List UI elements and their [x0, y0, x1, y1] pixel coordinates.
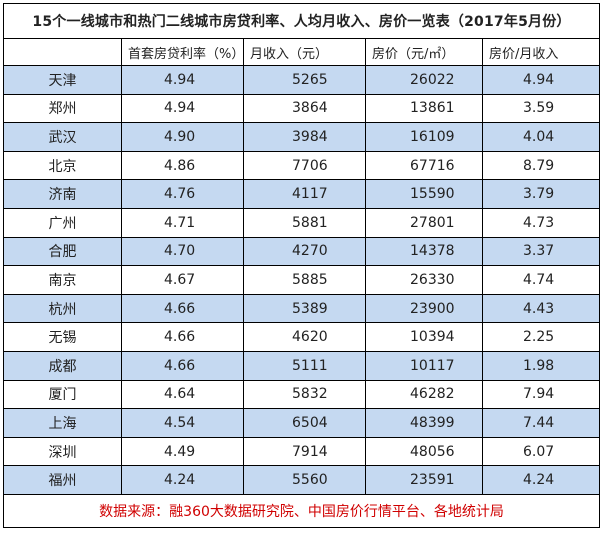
rate-cell: 4.67 [121, 265, 244, 295]
income-cell: 7914 [243, 436, 366, 467]
ratio-cell: 3.59 [481, 93, 601, 124]
price-cell: 10117 [365, 350, 483, 381]
city-cell: 无锡 [3, 322, 122, 352]
city-cell: 成都 [3, 350, 122, 381]
income-cell: 4270 [243, 236, 366, 267]
table-row: 上海 4.54 6504 48399 7.44 [3, 408, 601, 438]
income-cell: 7706 [243, 150, 366, 181]
city-cell: 南京 [3, 265, 122, 295]
ratio-cell: 4.04 [481, 122, 601, 152]
rate-cell: 4.66 [121, 350, 244, 381]
city-cell: 天津 [3, 65, 122, 95]
city-cell: 济南 [3, 179, 122, 209]
city-cell: 武汉 [3, 122, 122, 152]
ratio-cell: 2.25 [481, 322, 601, 352]
ratio-cell: 3.37 [481, 236, 601, 267]
ratio-cell: 4.43 [481, 293, 601, 324]
rate-cell: 4.64 [121, 379, 244, 410]
table-row: 济南 4.76 4117 15590 3.79 [3, 179, 601, 209]
income-cell: 5881 [243, 207, 366, 238]
income-cell: 5111 [243, 350, 366, 381]
city-cell: 上海 [3, 408, 122, 438]
rate-cell: 4.71 [121, 207, 244, 238]
price-cell: 48056 [365, 436, 483, 467]
table-title: 15个一线城市和热门二线城市房贷利率、人均月收入、房价一览表（2017年5月份） [2, 3, 601, 39]
price-cell: 23591 [365, 465, 483, 495]
rate-cell: 4.94 [121, 65, 244, 95]
header-monthly-income: 月收入（元） [243, 38, 366, 66]
income-cell: 3864 [243, 93, 366, 124]
table-row: 成都 4.66 5111 10117 1.98 [3, 350, 601, 381]
ratio-cell: 6.07 [481, 436, 601, 467]
header-price-income-ratio: 房价/月收入 [481, 38, 601, 66]
price-cell: 48399 [365, 408, 483, 438]
city-cell: 郑州 [3, 93, 122, 124]
price-cell: 67716 [365, 150, 483, 181]
ratio-cell: 8.79 [481, 150, 601, 181]
rate-cell: 4.94 [121, 93, 244, 124]
income-cell: 5885 [243, 265, 366, 295]
price-cell: 46282 [365, 379, 483, 410]
price-cell: 26330 [365, 265, 483, 295]
price-cell: 23900 [365, 293, 483, 324]
table-row: 广州 4.71 5881 27801 4.73 [3, 207, 601, 238]
table-row: 厦门 4.64 5832 46282 7.94 [3, 379, 601, 410]
rate-cell: 4.90 [121, 122, 244, 152]
price-cell: 16109 [365, 122, 483, 152]
table-row: 杭州 4.66 5389 23900 4.43 [3, 293, 601, 324]
rate-cell: 4.66 [121, 293, 244, 324]
table-row: 南京 4.67 5885 26330 4.74 [3, 265, 601, 295]
income-cell: 4117 [243, 179, 366, 209]
table-row: 武汉 4.90 3984 16109 4.04 [3, 122, 601, 152]
city-cell: 福州 [3, 465, 122, 495]
city-cell: 杭州 [3, 293, 122, 324]
income-cell: 3984 [243, 122, 366, 152]
table-row: 福州 4.24 5560 23591 4.24 [3, 465, 601, 495]
header-house-price: 房价（元/㎡） [365, 38, 483, 66]
price-cell: 14378 [365, 236, 483, 267]
rate-cell: 4.76 [121, 179, 244, 209]
city-cell: 北京 [3, 150, 122, 181]
income-cell: 5560 [243, 465, 366, 495]
rate-cell: 4.24 [121, 465, 244, 495]
ratio-cell: 7.94 [481, 379, 601, 410]
rate-cell: 4.86 [121, 150, 244, 181]
income-cell: 5832 [243, 379, 366, 410]
table-row: 郑州 4.94 3864 13861 3.59 [3, 93, 601, 124]
income-cell: 4620 [243, 322, 366, 352]
price-cell: 26022 [365, 65, 483, 95]
ratio-cell: 4.74 [481, 265, 601, 295]
housing-data-table: 15个一线城市和热门二线城市房贷利率、人均月收入、房价一览表（2017年5月份）… [2, 3, 601, 528]
table-row: 深圳 4.49 7914 48056 6.07 [3, 436, 601, 467]
ratio-cell: 3.79 [481, 179, 601, 209]
city-cell: 厦门 [3, 379, 122, 410]
price-cell: 15590 [365, 179, 483, 209]
income-cell: 6504 [243, 408, 366, 438]
rate-cell: 4.66 [121, 322, 244, 352]
table-container: 15个一线城市和热门二线城市房贷利率、人均月收入、房价一览表（2017年5月份）… [2, 3, 601, 528]
header-city [3, 38, 122, 66]
table-row: 天津 4.94 5265 26022 4.94 [3, 65, 601, 95]
table-row: 北京 4.86 7706 67716 8.79 [3, 150, 601, 181]
city-cell: 广州 [3, 207, 122, 238]
table-row: 合肥 4.70 4270 14378 3.37 [3, 236, 601, 267]
ratio-cell: 7.44 [481, 408, 601, 438]
rate-cell: 4.70 [121, 236, 244, 267]
data-source-note: 数据来源：融360大数据研究院、中国房价行情平台、各地统计局 [2, 493, 601, 528]
ratio-cell: 4.24 [481, 465, 601, 495]
ratio-cell: 1.98 [481, 350, 601, 381]
city-cell: 深圳 [3, 436, 122, 467]
ratio-cell: 4.73 [481, 207, 601, 238]
rate-cell: 4.54 [121, 408, 244, 438]
rate-cell: 4.49 [121, 436, 244, 467]
ratio-cell: 4.94 [481, 65, 601, 95]
income-cell: 5265 [243, 65, 366, 95]
table-row: 无锡 4.66 4620 10394 2.25 [3, 322, 601, 352]
price-cell: 27801 [365, 207, 483, 238]
header-mortgage-rate: 首套房贷利率（%） [121, 38, 244, 66]
income-cell: 5389 [243, 293, 366, 324]
price-cell: 10394 [365, 322, 483, 352]
price-cell: 13861 [365, 93, 483, 124]
city-cell: 合肥 [3, 236, 122, 267]
